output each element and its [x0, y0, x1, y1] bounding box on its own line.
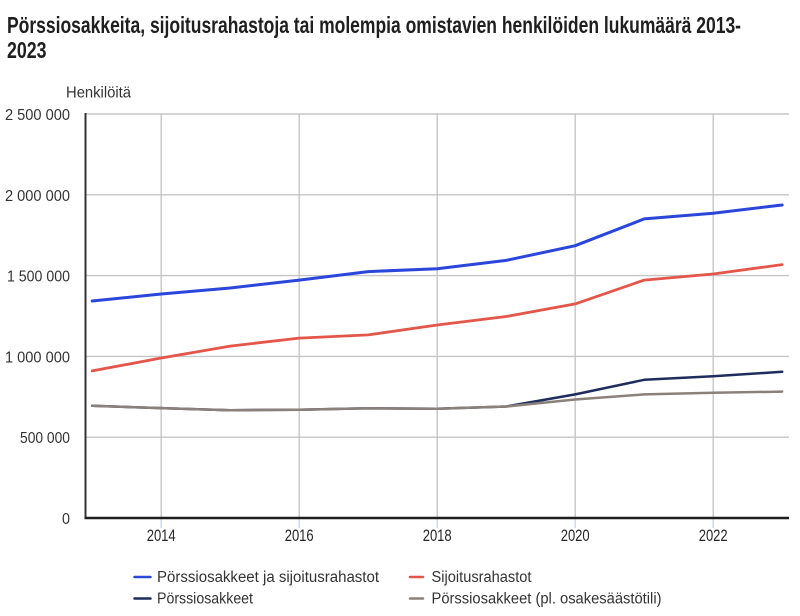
svg-text:Pörssiosakkeet: Pörssiosakkeet: [157, 591, 254, 608]
svg-text:0: 0: [62, 511, 70, 528]
svg-text:Pörssiosakkeet ja sijoitusraha: Pörssiosakkeet ja sijoitusrahastot: [157, 569, 380, 586]
svg-text:2014: 2014: [147, 527, 176, 545]
svg-text:2023: 2023: [7, 37, 47, 63]
svg-text:Sijoitusrahastot: Sijoitusrahastot: [432, 569, 533, 586]
svg-text:Henkilöitä: Henkilöitä: [66, 85, 131, 102]
svg-text:Pörssiosakkeet (pl. osakesääst: Pörssiosakkeet (pl. osakesäästötili): [432, 591, 662, 608]
svg-text:1 000 000: 1 000 000: [5, 349, 70, 366]
svg-text:1 500 000: 1 500 000: [7, 269, 70, 286]
svg-text:500 000: 500 000: [20, 430, 70, 447]
svg-text:2 000 000: 2 000 000: [5, 188, 70, 205]
svg-text:2020: 2020: [561, 527, 590, 545]
svg-text:2016: 2016: [285, 527, 314, 545]
svg-text:2018: 2018: [423, 527, 452, 545]
svg-text:2022: 2022: [699, 527, 728, 545]
svg-text:2 500 000: 2 500 000: [5, 107, 70, 124]
svg-text:Pörssiosakkeita, sijoitusrahas: Pörssiosakkeita, sijoitusrahastoja tai m…: [7, 12, 741, 38]
